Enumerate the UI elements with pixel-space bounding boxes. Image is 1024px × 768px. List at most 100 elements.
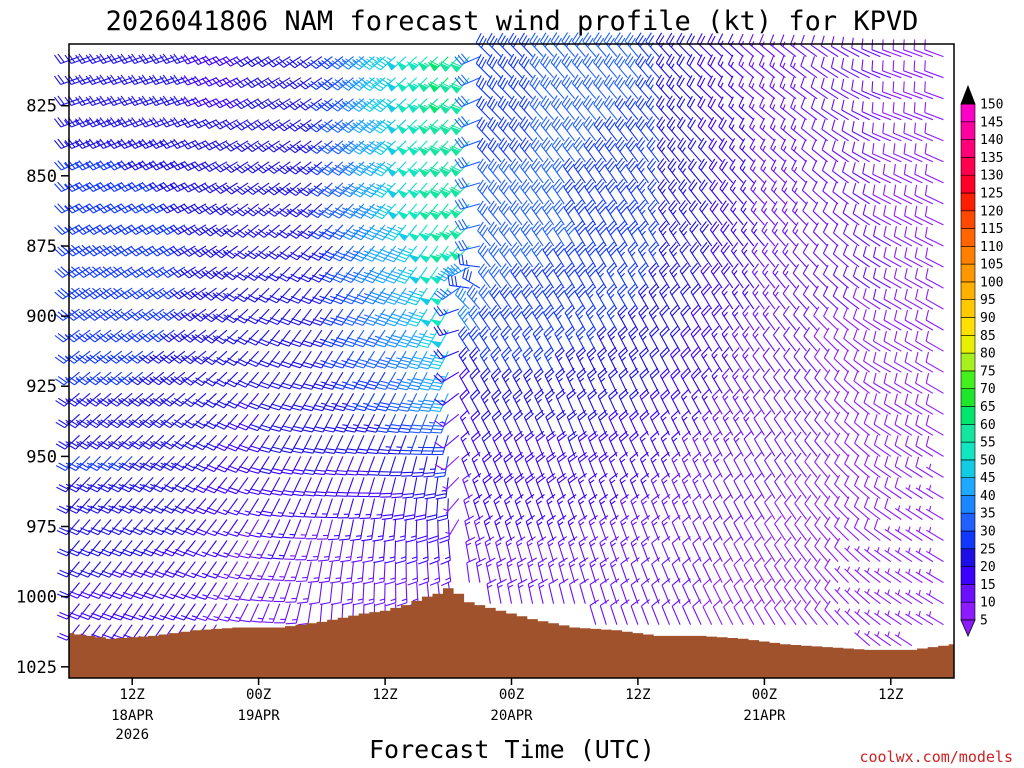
barb-full-feather [392,492,403,495]
barb-full-feather [148,96,157,106]
barb-full-feather [282,468,294,472]
barb-full-feather [138,226,147,235]
wind-barb [75,95,101,107]
wind-barb [195,603,217,622]
barb-full-feather [214,424,225,430]
barb-half-feather [169,162,174,168]
wind-barb [138,95,164,107]
barb-full-feather [149,378,160,386]
wind-barb [354,393,375,412]
barb-full-feather [88,246,98,255]
barb-full-feather [410,295,421,300]
barb-full-feather [152,397,163,405]
barb-staff [490,354,502,373]
barb-full-feather [162,225,171,234]
barb-full-feather [162,95,170,105]
wind-barb [473,515,484,541]
barb-flag [385,102,397,113]
barb-full-feather [406,559,418,565]
wind-barb [129,456,154,471]
wind-barb [117,117,144,128]
barb-staff [226,561,239,579]
barb-full-feather [75,140,83,149]
barb-full-feather [298,276,309,283]
barb-flag [385,210,398,220]
wind-barb [150,456,175,471]
wind-barb [433,305,459,317]
barb-full-feather [77,529,88,536]
barb-full-feather [162,268,172,277]
barb-half-feather [385,446,391,448]
barb-staff [192,519,207,536]
wind-barb [311,329,333,348]
barb-full-feather [228,486,239,492]
barb-full-feather [141,203,150,212]
barb-full-feather [257,341,268,347]
barb-full-feather [324,426,336,430]
wind-barb [55,371,80,386]
barb-full-feather [96,313,106,321]
barb-full-feather [317,559,329,562]
wind-barb [162,519,186,536]
barb-full-feather [281,471,292,475]
barb-full-feather [373,257,384,263]
barb-full-feather [57,138,65,148]
barb-full-feather [138,118,146,128]
barb-full-feather [117,96,125,106]
barb-half-feather [445,531,451,535]
barb-full-feather [128,335,138,343]
barb-half-feather [277,511,284,514]
barb-half-feather [76,483,82,488]
barb-full-feather [89,440,100,448]
barb-full-feather [278,342,290,347]
barb-half-feather [494,398,500,404]
barb-full-feather [151,486,161,493]
barb-full-feather [149,356,159,364]
barb-full-feather [216,575,228,580]
barb-full-feather [77,508,88,514]
barb-flag [395,124,407,135]
wind-barb [216,561,239,580]
barb-full-feather [290,385,301,390]
wind-barb [171,392,196,407]
barb-staff [162,582,175,600]
wind-barb [239,603,260,623]
barb-full-feather [87,465,98,471]
wind-barb [386,393,407,412]
barb-half-feather [85,184,90,189]
wind-barb [192,392,217,408]
barb-full-feather [174,527,186,533]
barb-full-feather [131,311,141,319]
barb-staff [482,479,491,499]
barb-flag [418,275,431,285]
wind-barb [374,582,386,606]
barb-full-feather [121,440,132,448]
wind-barb [88,519,112,536]
barb-full-feather [237,358,248,364]
barb-full-feather [148,54,157,64]
barb-full-feather [120,53,128,63]
barb-half-feather [96,419,102,424]
barb-full-feather [401,424,412,427]
wind-barb [487,116,502,142]
barb-full-feather [430,363,441,367]
barb-full-feather [170,226,179,235]
barb-full-feather [161,486,172,493]
barb-full-feather [368,380,379,384]
barb-staff [270,540,281,560]
barb-full-feather [110,332,120,341]
barb-half-feather [116,184,122,189]
barb-half-feather [462,458,468,463]
wind-barb [297,182,323,197]
barb-full-feather [364,364,375,369]
barb-full-feather [99,311,109,319]
barb-full-feather [164,570,175,576]
barb-full-feather [335,426,347,430]
barb-full-feather [313,451,324,454]
barb-full-feather [430,384,442,388]
barb-full-feather [376,318,387,324]
barb-full-feather [332,253,343,259]
barb-full-feather [394,279,406,284]
wind-barb [260,519,281,539]
barb-full-feather [322,407,334,412]
